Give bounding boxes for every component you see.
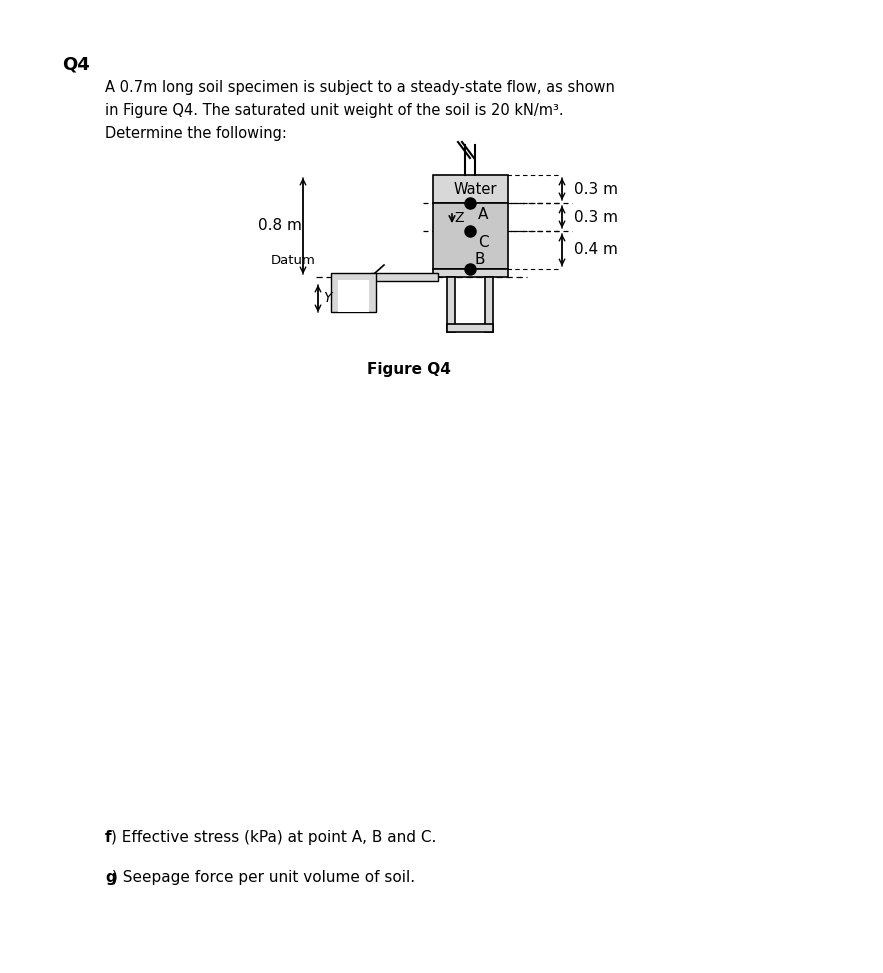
Text: C: C bbox=[478, 235, 488, 250]
Text: in Figure Q4. The saturated unit weight of the soil is 20 kN/m³.: in Figure Q4. The saturated unit weight … bbox=[105, 103, 563, 118]
Text: A: A bbox=[478, 207, 488, 222]
Bar bbox=[447, 277, 455, 332]
Text: 0.8 m: 0.8 m bbox=[258, 219, 302, 234]
Text: Datum: Datum bbox=[271, 254, 316, 267]
Text: B: B bbox=[475, 252, 486, 267]
Bar bbox=[331, 273, 376, 312]
Text: Water: Water bbox=[453, 182, 497, 197]
Text: 0.4 m: 0.4 m bbox=[574, 242, 618, 258]
Text: A 0.7m long soil specimen is subject to a steady-state flow, as shown: A 0.7m long soil specimen is subject to … bbox=[105, 80, 615, 95]
Bar bbox=[371, 273, 438, 281]
Text: Z: Z bbox=[454, 211, 464, 226]
Bar bbox=[338, 280, 369, 312]
Text: ) Effective stress (kPa) at point A, B and C.: ) Effective stress (kPa) at point A, B a… bbox=[111, 830, 436, 845]
Text: ) Seepage force per unit volume of soil.: ) Seepage force per unit volume of soil. bbox=[112, 870, 415, 885]
Bar bbox=[433, 203, 508, 269]
Bar bbox=[485, 277, 493, 332]
Text: 0.3 m: 0.3 m bbox=[574, 182, 618, 197]
Bar bbox=[433, 175, 508, 203]
Text: Q4: Q4 bbox=[62, 55, 90, 73]
Text: Y: Y bbox=[323, 292, 331, 306]
Text: 0.3 m: 0.3 m bbox=[574, 209, 618, 225]
Text: f: f bbox=[105, 830, 111, 845]
Text: g: g bbox=[105, 870, 116, 885]
Bar bbox=[447, 324, 493, 332]
Text: Determine the following:: Determine the following: bbox=[105, 126, 287, 141]
Text: Figure Q4: Figure Q4 bbox=[367, 362, 451, 377]
Bar bbox=[433, 269, 508, 277]
